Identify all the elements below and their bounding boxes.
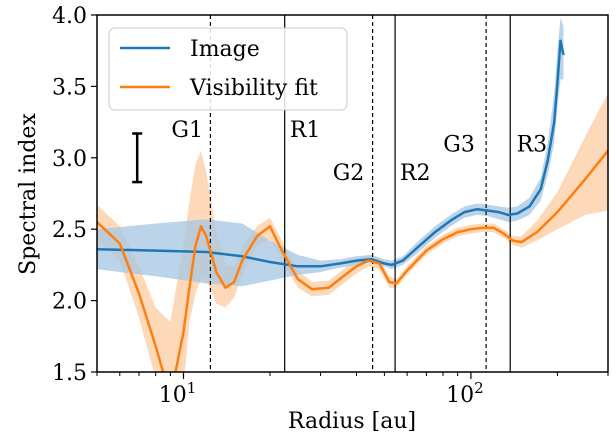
ring-gap-markers [209,15,511,372]
x-tick-label-1: 102 [446,379,484,408]
annotation-r3: R3 [517,133,548,158]
annotation-g3: G3 [443,133,475,158]
y-axis-title: Spectral index [16,113,41,275]
annotation-r2: R2 [400,161,431,186]
uncertainty-bands [97,17,608,372]
y-tick-label-4: 3.5 [52,75,87,100]
plot-frame [96,14,609,373]
legend-label-image: Image [190,37,260,62]
y-tick-label-0: 1.5 [52,361,87,386]
x-tick-label-0: 101 [159,379,197,408]
y-tick-label-2: 2.5 [52,218,87,243]
ring-gap-labels: G1 R1 G2 R2 G3 R3 [171,118,547,186]
annotation-g2: G2 [333,161,365,186]
error-bar [132,132,143,184]
band-visibility-fit [97,93,608,372]
x-axis-title: Radius [au] [288,409,416,434]
y-tick-label-3: 3.0 [52,147,87,172]
annotation-g1: G1 [171,118,203,143]
y-tick-label-1: 2.0 [52,290,87,315]
y-tick-label-5: 4.0 [52,4,87,29]
legend-label-visibility-fit: Visibility fit [189,76,318,101]
legend: Image Visibility fit [108,27,348,111]
line-visibility-fit [97,149,608,372]
series-lines [97,39,608,372]
annotation-r1: R1 [290,118,321,143]
band-image [97,17,564,287]
